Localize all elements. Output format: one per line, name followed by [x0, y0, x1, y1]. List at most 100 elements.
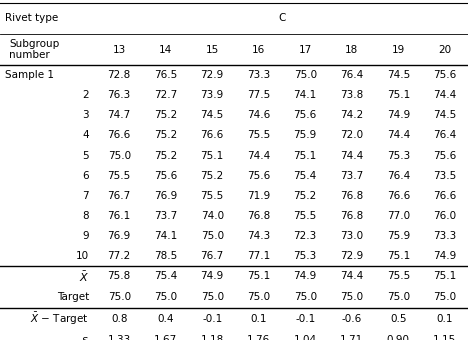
Text: 76.4: 76.4 [340, 70, 363, 80]
Text: 73.7: 73.7 [154, 211, 177, 221]
Text: 6: 6 [82, 171, 89, 181]
Text: 73.7: 73.7 [340, 171, 363, 181]
Text: 7: 7 [82, 191, 89, 201]
Text: 77.5: 77.5 [247, 90, 271, 100]
Text: 8: 8 [82, 211, 89, 221]
Text: 20: 20 [438, 45, 451, 55]
Text: 76.9: 76.9 [108, 231, 131, 241]
Text: 1.71: 1.71 [340, 335, 363, 340]
Text: 76.3: 76.3 [108, 90, 131, 100]
Text: 74.9: 74.9 [387, 110, 410, 120]
Text: Sample 1: Sample 1 [5, 70, 54, 80]
Text: -0.1: -0.1 [295, 313, 315, 324]
Text: 72.8: 72.8 [108, 70, 131, 80]
Text: 76.4: 76.4 [433, 131, 456, 140]
Text: 76.6: 76.6 [201, 131, 224, 140]
Text: 75.1: 75.1 [247, 271, 271, 282]
Text: 73.8: 73.8 [340, 90, 363, 100]
Text: 74.4: 74.4 [433, 90, 456, 100]
Text: 75.0: 75.0 [154, 292, 177, 303]
Text: 76.6: 76.6 [108, 131, 131, 140]
Text: 75.2: 75.2 [154, 110, 177, 120]
Text: 15: 15 [205, 45, 219, 55]
Text: 0.4: 0.4 [157, 313, 174, 324]
Text: 1.18: 1.18 [201, 335, 224, 340]
Text: 77.1: 77.1 [247, 251, 271, 261]
Text: 75.0: 75.0 [387, 292, 410, 303]
Text: -0.6: -0.6 [342, 313, 362, 324]
Text: 1.67: 1.67 [154, 335, 177, 340]
Text: 74.1: 74.1 [293, 90, 317, 100]
Text: 75.4: 75.4 [293, 171, 317, 181]
Text: $s$: $s$ [81, 335, 89, 340]
Text: 74.6: 74.6 [247, 110, 271, 120]
Text: 75.6: 75.6 [433, 70, 456, 80]
Text: 75.4: 75.4 [154, 271, 177, 282]
Text: 74.9: 74.9 [201, 271, 224, 282]
Text: 76.8: 76.8 [247, 211, 271, 221]
Text: 75.0: 75.0 [108, 151, 131, 160]
Text: 74.1: 74.1 [154, 231, 177, 241]
Text: 1.33: 1.33 [108, 335, 131, 340]
Text: 9: 9 [82, 231, 89, 241]
Text: 72.9: 72.9 [340, 251, 363, 261]
Text: 75.6: 75.6 [247, 171, 271, 181]
Text: 74.5: 74.5 [433, 110, 456, 120]
Text: 77.0: 77.0 [387, 211, 410, 221]
Text: 3: 3 [82, 110, 89, 120]
Text: 75.5: 75.5 [387, 271, 410, 282]
Text: 76.9: 76.9 [154, 191, 177, 201]
Text: 75.6: 75.6 [293, 110, 317, 120]
Text: 73.9: 73.9 [201, 90, 224, 100]
Text: 76.1: 76.1 [108, 211, 131, 221]
Text: 73.3: 73.3 [247, 70, 271, 80]
Text: 1.15: 1.15 [433, 335, 456, 340]
Text: 75.9: 75.9 [293, 131, 317, 140]
Text: 76.8: 76.8 [340, 211, 363, 221]
Text: $\bar{X}$: $\bar{X}$ [79, 269, 89, 284]
Text: 14: 14 [159, 45, 172, 55]
Text: 75.0: 75.0 [201, 231, 224, 241]
Text: 1.04: 1.04 [293, 335, 317, 340]
Text: 74.9: 74.9 [433, 251, 456, 261]
Text: 75.1: 75.1 [387, 90, 410, 100]
Text: 74.4: 74.4 [387, 131, 410, 140]
Text: 75.2: 75.2 [154, 131, 177, 140]
Text: 75.1: 75.1 [387, 251, 410, 261]
Text: -0.1: -0.1 [202, 313, 222, 324]
Text: 75.0: 75.0 [293, 70, 317, 80]
Text: $\bar{X}$ − Target: $\bar{X}$ − Target [30, 310, 89, 327]
Text: 0.1: 0.1 [437, 313, 453, 324]
Text: 75.5: 75.5 [293, 211, 317, 221]
Text: 75.5: 75.5 [201, 191, 224, 201]
Text: 0.8: 0.8 [111, 313, 127, 324]
Text: 17: 17 [299, 45, 312, 55]
Text: 0.5: 0.5 [390, 313, 407, 324]
Text: 10: 10 [76, 251, 89, 261]
Text: 75.0: 75.0 [293, 292, 317, 303]
Text: Subgroup
number: Subgroup number [9, 39, 59, 61]
Text: 75.2: 75.2 [201, 171, 224, 181]
Text: 75.3: 75.3 [387, 151, 410, 160]
Text: 73.0: 73.0 [340, 231, 363, 241]
Text: 75.0: 75.0 [108, 292, 131, 303]
Text: 4: 4 [82, 131, 89, 140]
Text: 72.9: 72.9 [201, 70, 224, 80]
Text: 75.0: 75.0 [201, 292, 224, 303]
Text: 5: 5 [82, 151, 89, 160]
Text: 74.5: 74.5 [201, 110, 224, 120]
Text: 18: 18 [345, 45, 358, 55]
Text: 71.9: 71.9 [247, 191, 271, 201]
Text: 0.1: 0.1 [250, 313, 267, 324]
Text: 75.8: 75.8 [108, 271, 131, 282]
Text: 75.6: 75.6 [154, 171, 177, 181]
Text: 72.3: 72.3 [293, 231, 317, 241]
Text: 1.76: 1.76 [247, 335, 271, 340]
Text: 75.2: 75.2 [154, 151, 177, 160]
Text: 75.3: 75.3 [293, 251, 317, 261]
Text: 74.4: 74.4 [340, 271, 363, 282]
Text: 76.6: 76.6 [387, 191, 410, 201]
Text: 75.5: 75.5 [108, 171, 131, 181]
Text: 74.0: 74.0 [201, 211, 224, 221]
Text: 77.2: 77.2 [108, 251, 131, 261]
